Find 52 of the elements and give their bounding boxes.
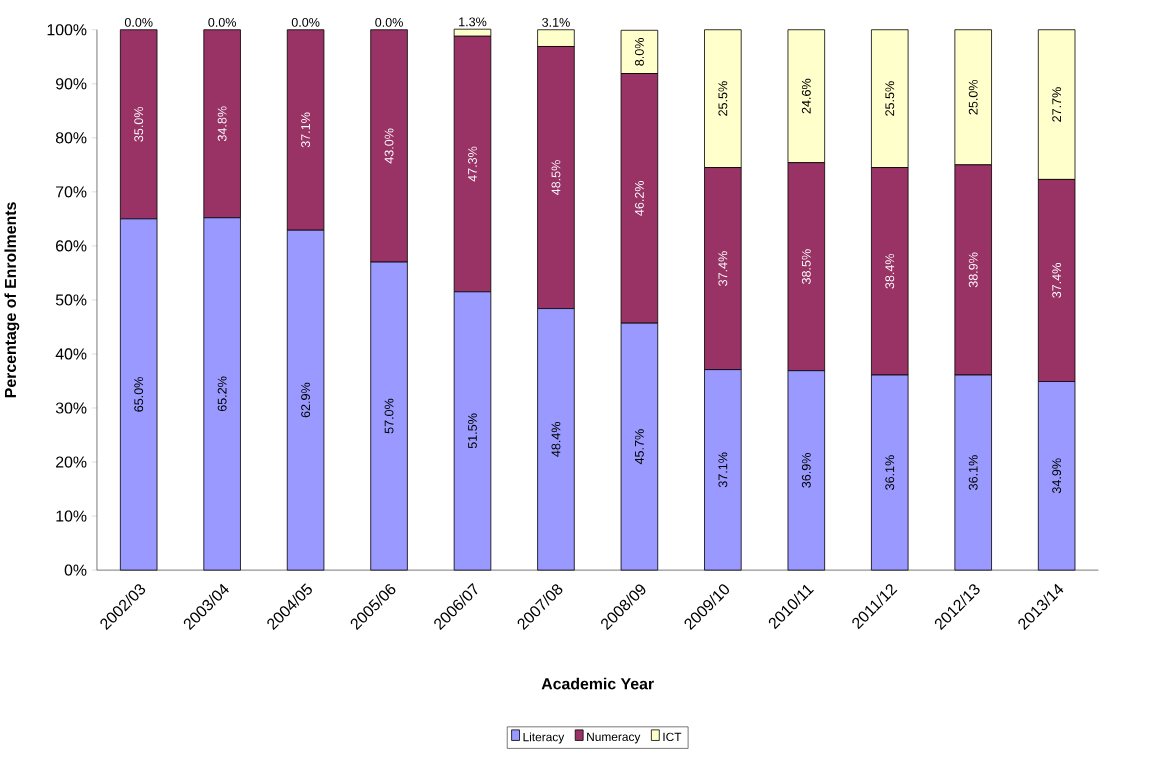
data-label: 45.7% (634, 429, 644, 465)
data-label: 25.5% (885, 81, 895, 117)
data-label: 25.0% (968, 80, 978, 115)
data-label: 34.8% (217, 106, 227, 142)
data-label: 51.5% (468, 413, 477, 449)
data-label: 24.6% (801, 79, 811, 114)
legend-label: ICT (663, 732, 682, 742)
y-tick-label: 10% (56, 510, 87, 522)
legend-label: Numeracy (587, 732, 641, 744)
data-label: 65.0% (134, 377, 144, 412)
data-label: 0.0% (291, 18, 320, 28)
legend-label: Literacy (523, 732, 565, 744)
data-label: 38.4% (885, 254, 895, 289)
data-label: 37.1% (718, 452, 728, 488)
data-label: 1.3% (459, 17, 487, 27)
data-label: 8.0% (634, 38, 644, 66)
y-tick-label: 60% (56, 240, 87, 252)
y-tick-label: 90% (56, 78, 87, 90)
data-label: 48.5% (551, 160, 561, 196)
data-label: 36.1% (885, 455, 895, 491)
x-axis-title: Academic Year (541, 678, 654, 690)
data-label: 27.7% (1052, 87, 1062, 123)
data-label: 3.1% (542, 18, 570, 28)
data-label: 38.5% (801, 249, 811, 285)
data-label: 35.0% (134, 107, 144, 142)
y-tick-label: 40% (55, 348, 87, 360)
y-tick-label: 100% (47, 24, 87, 36)
data-label: 0.0% (375, 18, 403, 28)
data-label: 0.0% (124, 18, 153, 28)
data-label: 34.9% (1052, 458, 1062, 494)
y-tick-label: 30% (55, 402, 87, 414)
data-label: 37.1% (301, 112, 311, 148)
y-axis-title: Percentage of Enrolments (4, 202, 20, 398)
y-tick-label: 20% (56, 456, 87, 468)
data-label: 37.4% (1052, 263, 1062, 299)
data-label: 47.3% (468, 146, 477, 182)
y-tick-label: 50% (55, 294, 87, 306)
data-label: 38.9% (968, 252, 978, 288)
data-label: 0.0% (208, 18, 237, 28)
y-tick-label: 70% (56, 186, 87, 198)
y-tick-label: 0% (64, 564, 87, 576)
data-label: 62.9% (301, 383, 311, 418)
data-label: 46.2% (634, 181, 644, 217)
y-tick-label: 80% (55, 132, 87, 144)
data-label: 36.1% (968, 455, 978, 491)
data-label: 36.9% (801, 453, 811, 488)
data-label: 25.5% (718, 81, 728, 117)
data-label: 43.0% (384, 128, 394, 164)
data-label: 48.4% (551, 422, 561, 458)
data-label: 65.2% (217, 376, 227, 412)
data-label: 57.0% (384, 399, 394, 434)
data-label: 37.4% (718, 251, 728, 287)
